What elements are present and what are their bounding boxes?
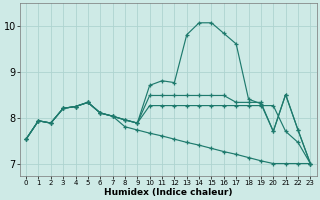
X-axis label: Humidex (Indice chaleur): Humidex (Indice chaleur) <box>104 188 232 197</box>
